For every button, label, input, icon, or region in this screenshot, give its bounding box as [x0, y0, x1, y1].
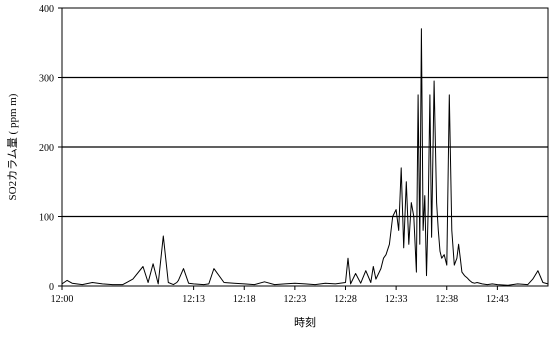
- x-tick-label: 12:28: [334, 294, 357, 305]
- y-tick-label: 200: [39, 143, 54, 154]
- y-tick-label: 100: [39, 213, 54, 224]
- x-tick-label: 12:00: [51, 294, 74, 305]
- x-tick-label: 12:38: [435, 294, 458, 305]
- so2-series-line: [61, 28, 549, 286]
- y-tick-label: 300: [39, 74, 54, 85]
- x-tick-label: 12:13: [182, 294, 205, 305]
- x-tick-label: 12:23: [283, 294, 306, 305]
- y-axis-label: SO2カラム量 ( ppm m): [6, 93, 19, 200]
- tick-labels: 0 100 200 300 400 12:00 12:13 12:18 12:23 12:28 12…: [39, 4, 509, 305]
- x-tick-label: 12:33: [385, 294, 408, 305]
- y-tick-label: 400: [39, 4, 54, 15]
- data-line-layer: [61, 28, 549, 286]
- x-axis-label: 時刻: [294, 315, 316, 329]
- y-tick-label: 0: [49, 282, 54, 293]
- grid-lines: [62, 76, 548, 218]
- axes: [58, 7, 549, 290]
- x-tick-label: 12:18: [233, 294, 256, 305]
- x-tick-label: 12:43: [486, 294, 509, 305]
